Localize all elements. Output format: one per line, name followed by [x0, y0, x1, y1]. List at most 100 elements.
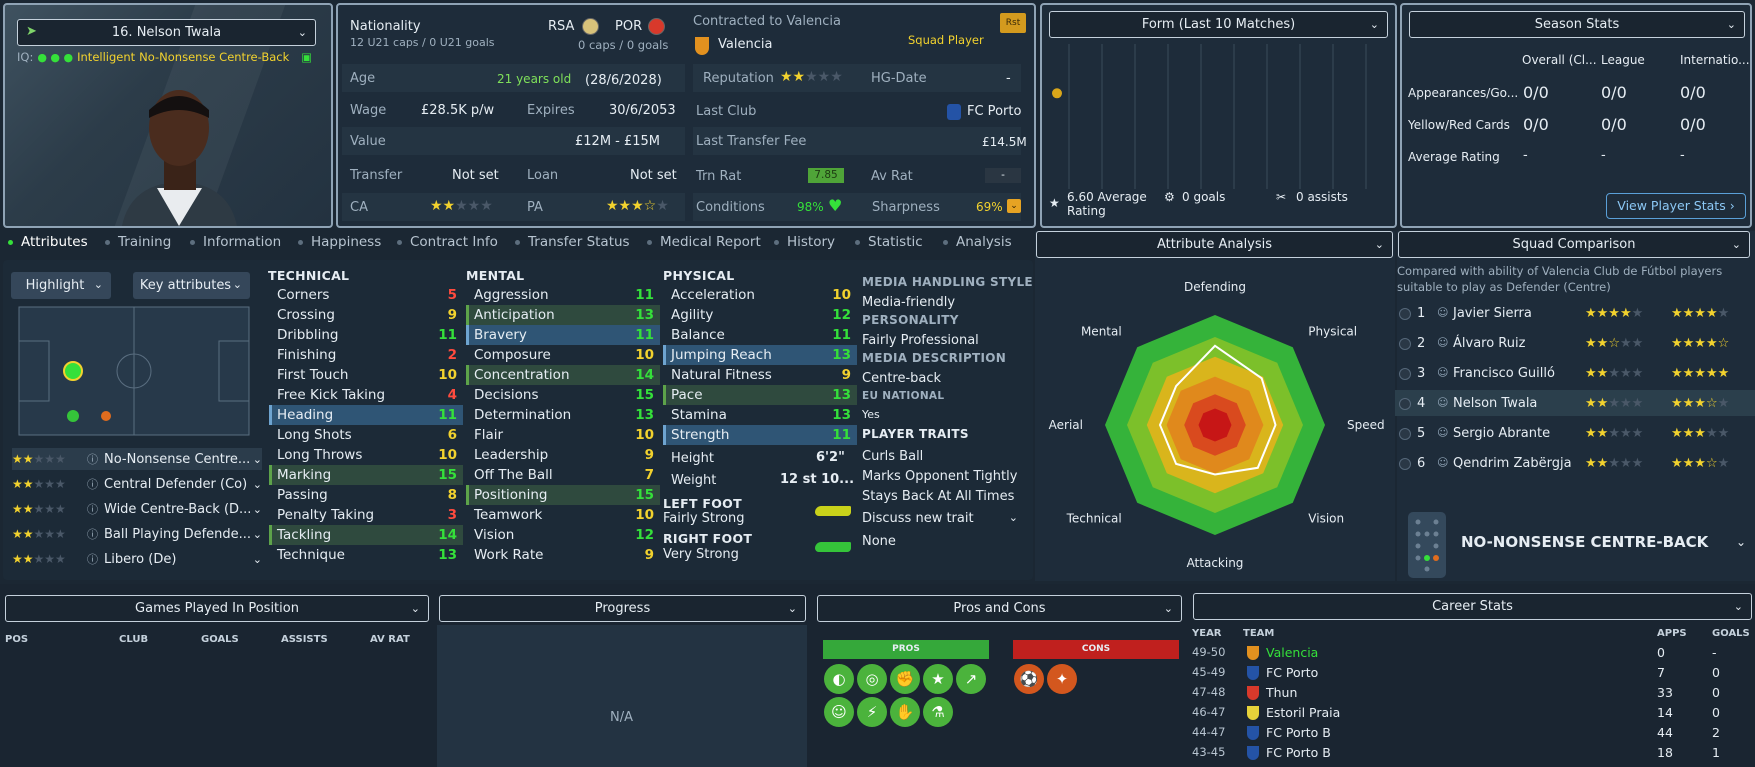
- mental-attr-row[interactable]: Determination 13: [466, 405, 660, 425]
- tab-history[interactable]: History: [774, 234, 835, 250]
- role-row[interactable]: ★★★★★ ⓘ Wide Centre-Back (D... ⌄: [12, 498, 262, 520]
- tab-attributes[interactable]: Attributes: [8, 234, 88, 250]
- season-col-1: League: [1601, 53, 1645, 67]
- technical-attr-row[interactable]: Free Kick Taking 4: [269, 385, 463, 405]
- squad-row[interactable]: 6Qendrim Zabërgja★★★★★ ★★★☆★: [1395, 450, 1755, 476]
- contract-club[interactable]: Valencia: [718, 37, 773, 52]
- technical-attr-row[interactable]: Finishing 2: [269, 345, 463, 365]
- tab-training[interactable]: Training: [105, 234, 171, 250]
- role-row[interactable]: ★★★★★ ⓘ Ball Playing Defende... ⌄: [12, 523, 262, 545]
- mental-attr-row[interactable]: Aggression 11: [466, 285, 660, 305]
- info-icon[interactable]: ⓘ: [87, 553, 98, 566]
- analysis-selector[interactable]: Attribute Analysis ⌄: [1036, 231, 1393, 258]
- role-row[interactable]: ★★★★★ ⓘ Central Defender (Co) ⌄: [12, 473, 262, 495]
- mental-attr-row[interactable]: Bravery 11: [466, 325, 660, 345]
- info-icon[interactable]: ⓘ: [87, 453, 98, 466]
- season-row-label-2: Average Rating: [1408, 150, 1500, 164]
- tab-transfer-status[interactable]: Transfer Status: [515, 234, 630, 250]
- physical-attr-row[interactable]: Balance 11: [663, 325, 857, 345]
- games-position-selector[interactable]: Games Played In Position ⌄: [5, 595, 429, 622]
- technical-attr-row[interactable]: Corners 5: [269, 285, 463, 305]
- technical-attr-row[interactable]: First Touch 10: [269, 365, 463, 385]
- player-selector[interactable]: ➤ 16. Nelson Twala ⌄: [17, 19, 316, 46]
- role-row[interactable]: ★★★★★ ⓘ No-Nonsense Centre... ⌄: [12, 448, 262, 470]
- chevron-down-icon[interactable]: ⌄: [252, 502, 262, 516]
- personality-heading: PERSONALITY: [862, 313, 959, 327]
- discuss-trait-selector[interactable]: Discuss new trait ⌄: [862, 511, 1022, 526]
- tab-analysis[interactable]: Analysis: [943, 234, 1012, 250]
- view-player-stats-button[interactable]: View Player Stats ›: [1606, 193, 1746, 219]
- info-icon[interactable]: ⓘ: [87, 503, 98, 516]
- technical-attr-row[interactable]: Heading 11: [269, 405, 463, 425]
- career-stats-selector[interactable]: Career Stats ⌄: [1193, 593, 1752, 620]
- chevron-down-icon[interactable]: ⌄: [252, 527, 262, 541]
- shortlist-icon[interactable]: ▣: [301, 50, 313, 64]
- physical-attr-row[interactable]: Natural Fitness 9: [663, 365, 857, 385]
- info-icon[interactable]: ⓘ: [87, 528, 98, 541]
- physical-attr-row[interactable]: Agility 12: [663, 305, 857, 325]
- tab-statistic[interactable]: Statistic: [855, 234, 923, 250]
- technical-attr-row[interactable]: Crossing 9: [269, 305, 463, 325]
- mental-attr-row[interactable]: Concentration 14: [466, 365, 660, 385]
- squad-row[interactable]: 1Javier Sierra★★★★★★★★★★: [1395, 300, 1755, 326]
- squad-row[interactable]: 4Nelson Twala★★★★★ ★★★☆★: [1395, 390, 1755, 416]
- info-icon[interactable]: ⓘ: [87, 478, 98, 491]
- physical-attr-row[interactable]: Strength 11: [663, 425, 857, 445]
- chevron-down-icon[interactable]: ⌄: [252, 477, 262, 491]
- technical-attr-row[interactable]: Passing 8: [269, 485, 463, 505]
- technical-attr-row[interactable]: Long Throws 10: [269, 445, 463, 465]
- mental-attr-row[interactable]: Anticipation 13: [466, 305, 660, 325]
- technical-attr-row[interactable]: Marking 15: [269, 465, 463, 485]
- attr-name: Flair: [474, 427, 504, 443]
- physical-attr-row[interactable]: Pace 13: [663, 385, 857, 405]
- physical-attr-row[interactable]: Stamina 13: [663, 405, 857, 425]
- technical-attr-row[interactable]: Technique 13: [269, 545, 463, 565]
- tab-contract-info[interactable]: Contract Info: [397, 234, 498, 250]
- tab-happiness[interactable]: Happiness: [298, 234, 381, 250]
- squad-row[interactable]: 3Francisco Guilló★★★★★★★★★★: [1395, 360, 1755, 386]
- mental-attr-row[interactable]: Off The Ball 7: [466, 465, 660, 485]
- mental-attr-row[interactable]: Leadership 9: [466, 445, 660, 465]
- mental-attr-row[interactable]: Composure 10: [466, 345, 660, 365]
- career-team[interactable]: Thun: [1266, 685, 1298, 700]
- physical-attr-row[interactable]: Jumping Reach 13: [663, 345, 857, 365]
- mental-attr-row[interactable]: Vision 12: [466, 525, 660, 545]
- career-team[interactable]: Valencia: [1266, 645, 1319, 660]
- pros-cons-selector[interactable]: Pros and Cons ⌄: [817, 595, 1182, 622]
- career-team[interactable]: FC Porto: [1266, 665, 1319, 680]
- attr-name: Acceleration: [671, 287, 755, 303]
- technical-attr-row[interactable]: Tackling 14: [269, 525, 463, 545]
- last-club-value[interactable]: FC Porto: [967, 104, 1022, 119]
- physical-attr-row[interactable]: Acceleration 10: [663, 285, 857, 305]
- technical-attr-row[interactable]: Dribbling 11: [269, 325, 463, 345]
- tab-medical-report[interactable]: Medical Report: [647, 234, 761, 250]
- mental-attr-row[interactable]: Positioning 15: [466, 485, 660, 505]
- squad-selector[interactable]: Squad Comparison ⌄: [1398, 231, 1750, 258]
- career-team[interactable]: FC Porto B: [1266, 725, 1331, 740]
- squad-row[interactable]: 2Álvaro Ruiz★★☆★★ ★★★★☆: [1395, 330, 1755, 356]
- attr-value: 10: [635, 427, 654, 443]
- chevron-down-icon[interactable]: ⌄: [252, 552, 262, 566]
- squad-row[interactable]: 5Sergio Abrante★★★★★★★★★★: [1395, 420, 1755, 446]
- mental-attr-row[interactable]: Decisions 15: [466, 385, 660, 405]
- contract-badge[interactable]: Rst: [1000, 13, 1026, 33]
- mental-attr-row[interactable]: Teamwork 10: [466, 505, 660, 525]
- season-selector[interactable]: Season Stats ⌄: [1409, 11, 1745, 38]
- career-team[interactable]: Estoril Praia: [1266, 705, 1341, 720]
- career-team[interactable]: FC Porto B: [1266, 745, 1331, 760]
- radar-axis-label: Aerial: [1049, 418, 1083, 432]
- technical-attr-row[interactable]: Penalty Taking 3: [269, 505, 463, 525]
- highlight-selector[interactable]: Highlight ⌄: [11, 272, 111, 299]
- chevron-down-icon[interactable]: ⌄: [1736, 535, 1747, 549]
- info-row-age: [342, 64, 685, 92]
- tab-information[interactable]: Information: [190, 234, 281, 250]
- attr-name: Teamwork: [474, 507, 543, 523]
- chevron-down-icon[interactable]: ⌄: [252, 452, 262, 466]
- key-attributes-selector[interactable]: Key attributes ⌄: [133, 272, 250, 299]
- role-row[interactable]: ★★★★★ ⓘ Libero (De) ⌄: [12, 548, 262, 570]
- progress-selector[interactable]: Progress ⌄: [439, 595, 806, 622]
- form-selector[interactable]: Form (Last 10 Matches) ⌄: [1049, 11, 1388, 38]
- mental-attr-row[interactable]: Flair 10: [466, 425, 660, 445]
- technical-attr-row[interactable]: Long Shots 6: [269, 425, 463, 445]
- mental-attr-row[interactable]: Work Rate 9: [466, 545, 660, 565]
